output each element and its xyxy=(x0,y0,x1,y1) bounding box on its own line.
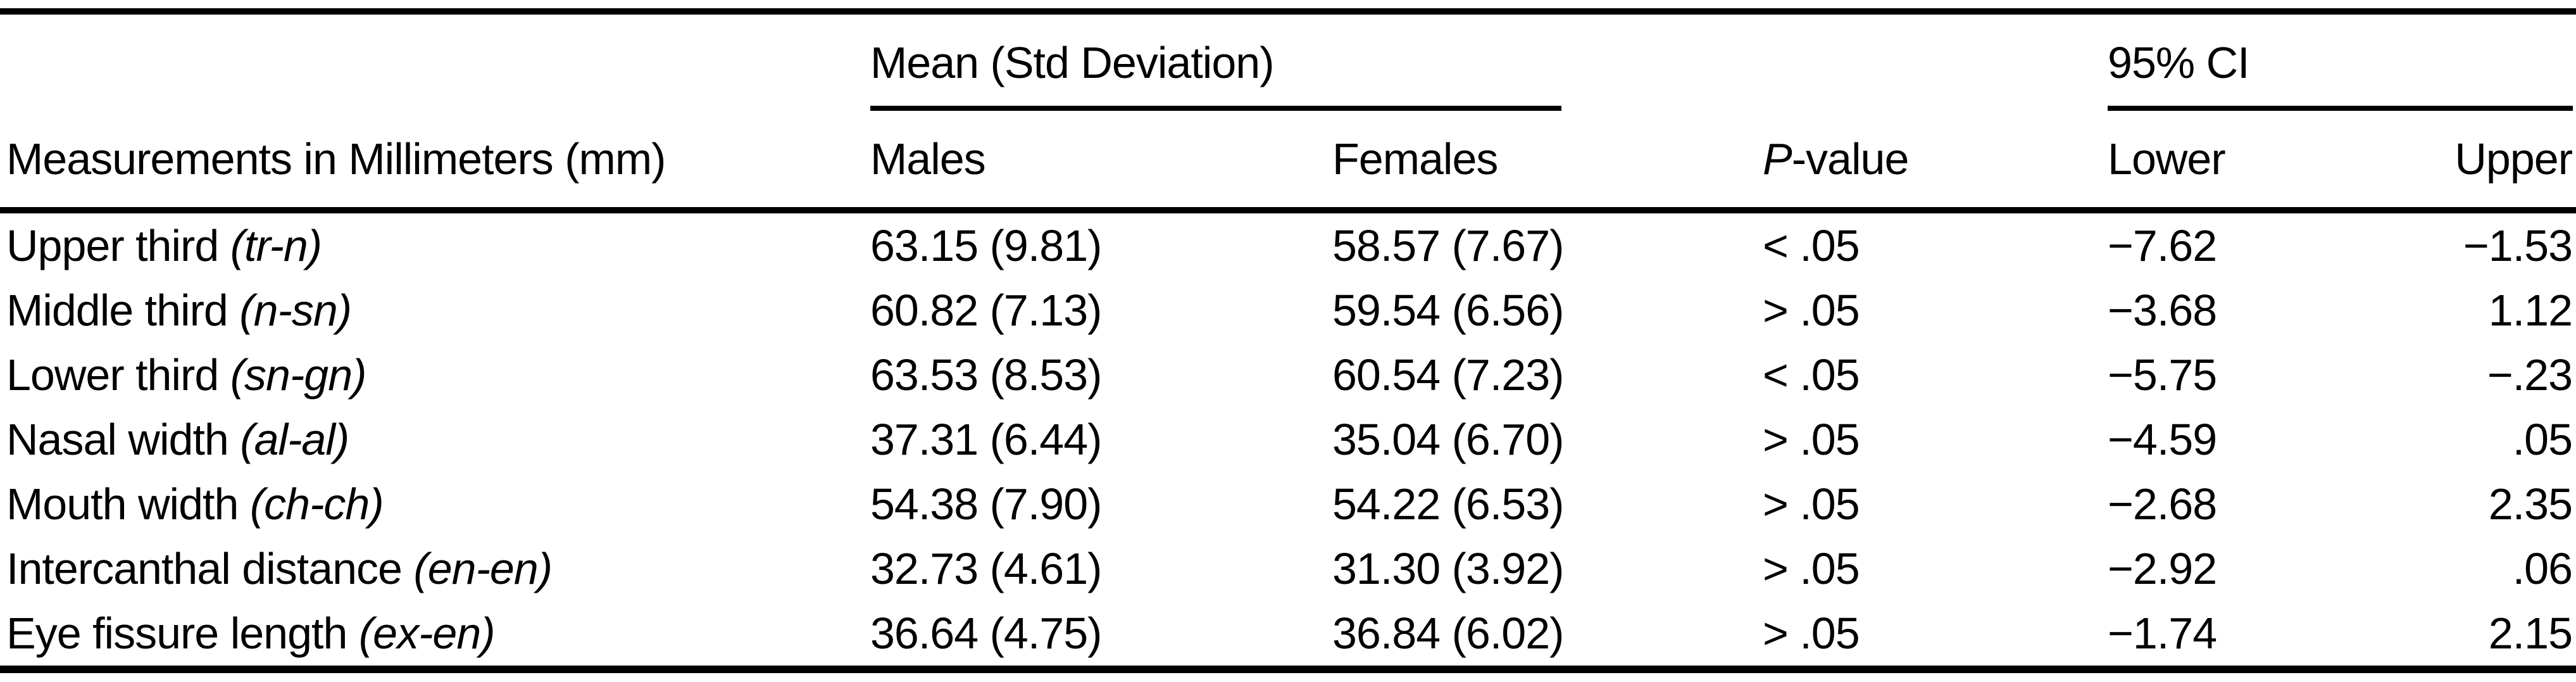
females-value: 31.30 (3.92) xyxy=(1332,543,1564,593)
row-label-landmark-code: (ch-ch) xyxy=(249,479,384,529)
ci-lower-value: −1.74 xyxy=(2108,608,2217,658)
ci-upper-value: 2.35 xyxy=(2488,479,2573,529)
row-label-landmark-code: (tr-n) xyxy=(230,220,322,270)
table-row: Intercanthal distance (en-en) 32.73 (4.6… xyxy=(0,536,2576,601)
males-value: 54.38 (7.90) xyxy=(870,479,1102,529)
table-row: Nasal width (al-al) 37.31 (6.44) 35.04 (… xyxy=(0,407,2576,472)
ci-lower-value: −7.62 xyxy=(2108,220,2217,270)
col-header-upper: Upper xyxy=(2342,111,2576,213)
table-row: Upper third (tr-n) 63.15 (9.81) 58.57 (7… xyxy=(0,210,2576,278)
empty-cell xyxy=(1763,11,2108,111)
row-label: Eye fissure length (ex-en) xyxy=(0,601,870,669)
ci-upper-value: .05 xyxy=(2512,414,2573,464)
col-header-females: Females xyxy=(1332,111,1763,213)
females-value: 58.57 (7.67) xyxy=(1332,220,1564,270)
table-row: Eye fissure length (ex-en) 36.64 (4.75) … xyxy=(0,601,2576,669)
p-value: > .05 xyxy=(1763,543,1860,593)
females-value: 36.84 (6.02) xyxy=(1332,608,1564,658)
row-label-text: Mouth width xyxy=(6,479,239,529)
row-label-text: Lower third xyxy=(6,350,219,400)
row-label: Upper third (tr-n) xyxy=(0,210,870,278)
ci-lower-value: −3.68 xyxy=(2108,285,2217,335)
table-row: Middle third (n-sn) 60.82 (7.13) 59.54 (… xyxy=(0,278,2576,343)
males-value: 63.53 (8.53) xyxy=(870,350,1102,400)
ci-upper-value: .06 xyxy=(2512,543,2573,593)
group-header-mean-sd-label: Mean (Std Deviation) xyxy=(870,37,1275,87)
group-header-95ci-label: 95% CI xyxy=(2108,37,2250,87)
row-label-text: Eye fissure length xyxy=(6,608,347,658)
p-value: > .05 xyxy=(1763,608,1860,658)
row-label-landmark-code: (ex-en) xyxy=(358,608,496,658)
row-label-landmark-code: (sn-gn) xyxy=(230,350,367,400)
row-label-landmark-code: (en-en) xyxy=(413,543,553,593)
table-row: Mouth width (ch-ch) 54.38 (7.90) 54.22 (… xyxy=(0,472,2576,536)
males-value: 32.73 (4.61) xyxy=(870,543,1102,593)
p-value: < .05 xyxy=(1763,350,1860,400)
column-header-row: Measurements in Millimeters (mm) Males F… xyxy=(0,111,2576,213)
col-header-lower: Lower xyxy=(2108,111,2342,213)
row-label-landmark-code: (n-sn) xyxy=(239,285,352,335)
group-header-95ci: 95% CI xyxy=(2108,11,2576,111)
row-label-text: Middle third xyxy=(6,285,228,335)
row-label: Middle third (n-sn) xyxy=(0,278,870,343)
row-label-landmark-code: (al-al) xyxy=(240,414,349,464)
ci-upper-value: 2.15 xyxy=(2488,608,2573,658)
row-label: Lower third (sn-gn) xyxy=(0,343,870,407)
group-header-row: Mean (Std Deviation) 95% CI xyxy=(0,11,2576,111)
row-label-text: Intercanthal distance xyxy=(6,543,403,593)
p-value-rest: -value xyxy=(1791,134,1910,184)
females-value: 54.22 (6.53) xyxy=(1332,479,1564,529)
males-value: 36.64 (4.75) xyxy=(870,608,1102,658)
p-value: < .05 xyxy=(1763,220,1860,270)
males-value: 63.15 (9.81) xyxy=(870,220,1102,270)
row-label: Intercanthal distance (en-en) xyxy=(0,536,870,601)
row-label-text: Nasal width xyxy=(6,414,229,464)
ci-lower-value: −5.75 xyxy=(2108,350,2217,400)
p-value: > .05 xyxy=(1763,285,1860,335)
ci-lower-value: −2.68 xyxy=(2108,479,2217,529)
group-header-mean-sd: Mean (Std Deviation) xyxy=(870,11,1763,111)
ci-lower-value: −4.59 xyxy=(2108,414,2217,464)
empty-cell xyxy=(0,11,870,111)
males-value: 60.82 (7.13) xyxy=(870,285,1102,335)
col-header-p-value: P-value xyxy=(1763,111,2108,213)
row-label-text: Upper third xyxy=(6,220,219,270)
females-value: 35.04 (6.70) xyxy=(1332,414,1564,464)
males-value: 37.31 (6.44) xyxy=(870,414,1102,464)
col-header-measurements: Measurements in Millimeters (mm) xyxy=(0,111,870,213)
ci-upper-value: 1.12 xyxy=(2488,285,2573,335)
p-value-italic-p: P xyxy=(1763,134,1792,184)
ci-upper-value: −1.53 xyxy=(2463,220,2573,270)
ci-lower-value: −2.92 xyxy=(2108,543,2217,593)
females-value: 60.54 (7.23) xyxy=(1332,350,1564,400)
p-value: > .05 xyxy=(1763,479,1860,529)
row-label: Nasal width (al-al) xyxy=(0,407,870,472)
measurements-table: Mean (Std Deviation) 95% CI Measurements… xyxy=(0,8,2576,673)
col-header-males: Males xyxy=(870,111,1332,213)
table-row: Lower third (sn-gn) 63.53 (8.53) 60.54 (… xyxy=(0,343,2576,407)
p-value: > .05 xyxy=(1763,414,1860,464)
row-label: Mouth width (ch-ch) xyxy=(0,472,870,536)
females-value: 59.54 (6.56) xyxy=(1332,285,1564,335)
ci-upper-value: −.23 xyxy=(2487,350,2573,400)
